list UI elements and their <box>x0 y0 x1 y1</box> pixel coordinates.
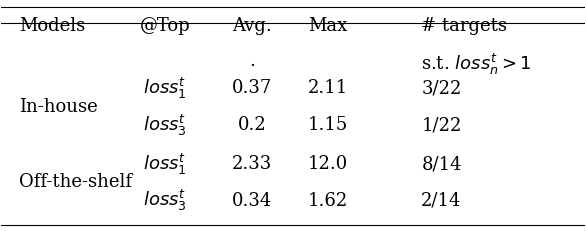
Text: Models: Models <box>19 17 85 35</box>
Text: 1/22: 1/22 <box>421 116 462 134</box>
Text: 8/14: 8/14 <box>421 155 462 172</box>
Text: In-house: In-house <box>19 97 98 115</box>
Text: 2.33: 2.33 <box>232 155 272 172</box>
Text: s.t. $loss_n^t > 1$: s.t. $loss_n^t > 1$ <box>421 52 532 77</box>
Text: 2.11: 2.11 <box>308 79 348 97</box>
Text: .: . <box>249 52 255 70</box>
Text: $loss_3^t$: $loss_3^t$ <box>143 187 186 213</box>
Text: 12.0: 12.0 <box>308 155 348 172</box>
Text: $loss_1^t$: $loss_1^t$ <box>143 76 186 101</box>
Text: 1.62: 1.62 <box>308 191 348 209</box>
Text: 1.15: 1.15 <box>308 116 348 134</box>
Text: Max: Max <box>308 17 347 35</box>
Text: $loss_1^t$: $loss_1^t$ <box>143 151 186 176</box>
Text: # targets: # targets <box>421 17 507 35</box>
Text: 3/22: 3/22 <box>421 79 462 97</box>
Text: 0.2: 0.2 <box>238 116 267 134</box>
Text: @Top: @Top <box>139 17 190 35</box>
Text: 0.34: 0.34 <box>232 191 272 209</box>
Text: Off-the-shelf: Off-the-shelf <box>19 173 132 191</box>
Text: 0.37: 0.37 <box>232 79 272 97</box>
Text: Avg.: Avg. <box>232 17 272 35</box>
Text: 2/14: 2/14 <box>421 191 462 209</box>
Text: $loss_3^t$: $loss_3^t$ <box>143 112 186 137</box>
